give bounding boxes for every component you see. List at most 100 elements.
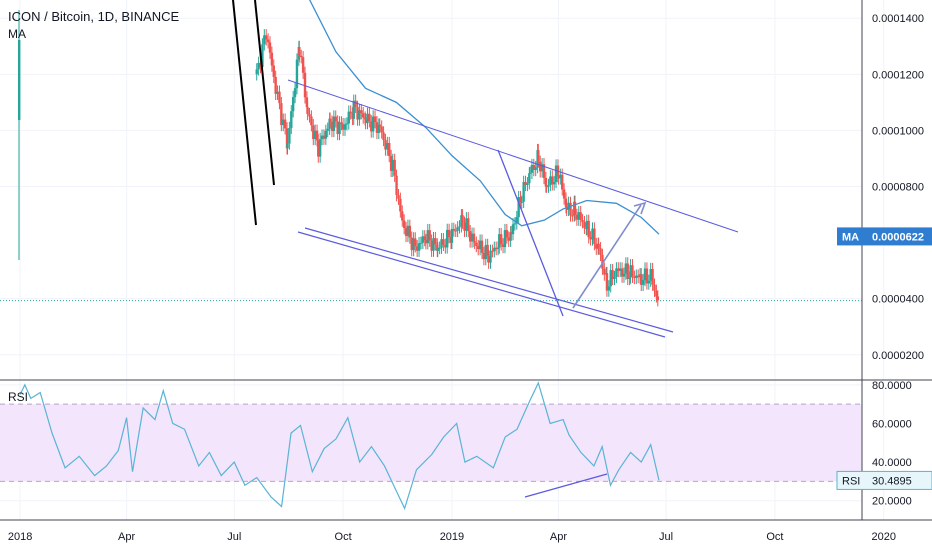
candle-body [386,143,389,150]
candle-body [585,220,589,230]
candle-body [557,176,560,179]
price-tick-label: 0.0000800 [872,181,924,193]
candle-body [631,265,634,277]
candle-body [599,248,602,255]
rsi-tick-label: 80.0000 [872,380,912,392]
candle-body [595,244,598,249]
candle-body [332,116,336,131]
candle-body [380,126,383,133]
candle-body [360,110,363,114]
candle-body [430,240,433,251]
candle-body [450,228,454,243]
candle-body [505,230,509,238]
candle-body [562,189,566,199]
black-trendline [254,0,275,186]
candle-body [301,57,305,73]
candle-body [303,72,307,98]
candle-body [561,174,564,190]
x-tick-label: Jul [227,531,241,543]
candle-body [539,161,542,172]
candle-body [622,273,626,277]
channel-lower-line [297,231,666,338]
candle-body [347,111,350,124]
candle-body [264,35,268,40]
candle-body [338,122,341,135]
candle-body [313,130,317,139]
candle-body [320,135,324,140]
x-tick-label: 2018 [8,531,32,543]
candle-body [368,113,371,122]
rsi-indicator-label[interactable]: RSI [8,390,29,404]
candle-body [306,107,309,115]
candle-body [452,228,456,231]
candle-body [552,181,556,185]
price-tick-label: 0.0001000 [872,125,924,137]
candle-body [375,122,379,133]
candle-body [513,223,517,225]
candle-body [587,220,590,238]
candle-body [330,121,334,131]
candle-body [499,234,503,245]
candle-body [419,242,423,244]
candle-body [340,122,343,125]
candle-body [401,211,404,221]
candle-body [402,220,406,229]
candle-body [326,128,329,131]
candle-body [603,268,606,275]
candle-body [528,172,532,174]
candle-body [415,246,419,251]
candle-body [493,247,496,252]
candle-body [482,252,486,260]
candle-body [581,220,584,223]
rsi-tick-label: 20.0000 [872,496,912,508]
candle-body [655,290,658,297]
candle-body [554,165,558,182]
candle-body [382,132,385,141]
candle-body [393,159,396,176]
candle-body [649,268,652,281]
candle-body [410,237,413,251]
candle-body [589,237,592,240]
candle-body [397,195,400,199]
candle-body [613,276,616,279]
projection-arrow [572,204,642,309]
candle-body [343,124,347,130]
candle-body [334,116,337,122]
candle-body [454,230,457,232]
x-tick-label: 2019 [440,531,464,543]
channel-lower-line [304,227,674,333]
rsi-tick-label: 40.0000 [872,457,912,469]
candle-body [577,212,580,220]
candle-body [421,236,425,243]
candle-body [356,106,359,120]
candle-body [257,62,260,70]
candle-body [480,240,484,253]
candle-body [444,244,447,248]
candle-body [486,244,489,256]
candle-body [565,207,568,210]
candle-body [391,159,394,171]
candle-body [593,228,596,245]
candle-body [345,123,349,125]
candle-body [530,164,534,173]
candle-body [468,231,472,242]
candle-body [315,130,319,141]
candle-body [305,97,309,108]
ma-indicator-label[interactable]: MA [8,27,26,41]
candle-body [532,164,536,171]
candle-body [378,124,381,127]
candle-body [458,226,461,228]
candle-body [540,164,544,172]
candle-body [537,150,540,162]
candle-body [628,277,631,279]
candle-body [259,62,262,68]
candle-body [473,240,476,243]
candle-body [290,111,293,128]
candle-body [651,268,654,285]
candle-body [272,65,275,77]
candle-body [635,275,638,278]
candle-body [286,143,289,149]
candle-body [491,250,494,252]
candle-body [617,268,620,271]
candle-body [417,243,421,251]
